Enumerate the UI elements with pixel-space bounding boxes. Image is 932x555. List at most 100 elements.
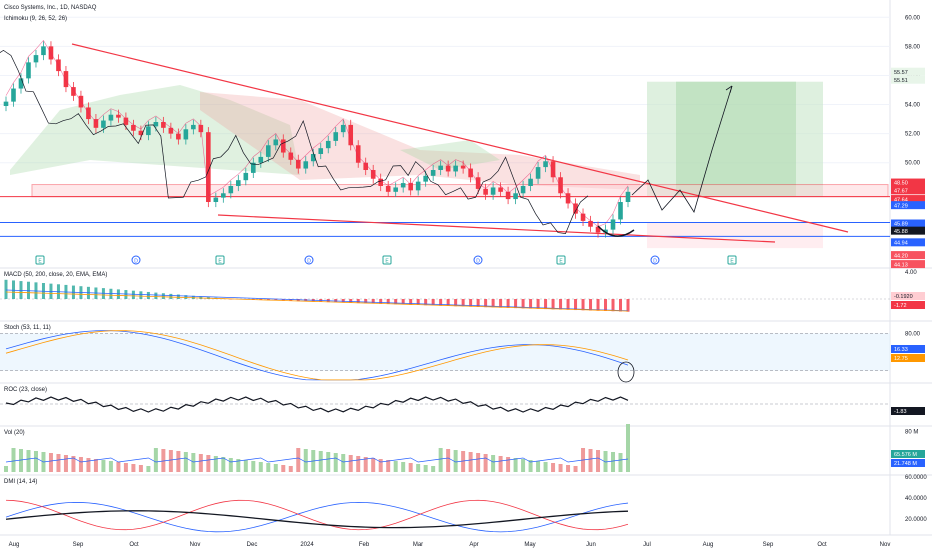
macd-histogram-bar [154, 292, 158, 299]
macd-histogram-bar [139, 291, 143, 299]
lower-trendline [217, 214, 776, 243]
candle-body [191, 124, 196, 130]
dmi-minus-line [5, 499, 629, 531]
volume-bar [56, 454, 61, 472]
volume-bar [468, 452, 473, 472]
x-axis-label: Sep [763, 542, 774, 548]
candle-body [131, 124, 136, 131]
volume-bar [618, 453, 623, 472]
price-tick-label: 54.00 [905, 103, 921, 109]
price-tag-bg [891, 201, 925, 210]
macd-histogram-bar [146, 291, 150, 299]
volume-bar [153, 448, 158, 472]
volume-bar [341, 454, 346, 472]
macd-histogram-bar [431, 299, 435, 306]
candle-body [161, 122, 166, 128]
dividend-marker [473, 255, 483, 265]
macd-tag-text: -0.1920 [894, 294, 913, 300]
candle-body [41, 46, 46, 56]
price-tag-text: 45.89 [894, 222, 908, 228]
price-tag-bg [891, 238, 925, 247]
macd-tag-text: -1.72 [894, 303, 907, 309]
macd-histogram-bar [589, 299, 593, 311]
stop-zone [647, 222, 823, 249]
price-tick-label: 50.00 [905, 161, 921, 167]
volume-bar [296, 448, 301, 472]
price-tag-bg [891, 251, 925, 260]
volume-bar [4, 466, 8, 472]
price-tag-text: 55.57 [894, 70, 908, 76]
macd-histogram-bar [574, 299, 578, 311]
price-tag-text: 48.50 [894, 181, 908, 187]
macd-histogram-bar [169, 293, 173, 299]
macd-label: MACD (50, 200, close, 20, EMA, EMA) [4, 272, 107, 278]
volume-bar [386, 460, 391, 472]
volume-bar [431, 466, 436, 472]
macd-histogram-bar [521, 299, 525, 309]
volume-bar [108, 461, 113, 472]
volume-bar [26, 450, 31, 472]
stoch-tag-text: 12.75 [894, 356, 908, 362]
candle-body [325, 140, 331, 149]
macd-histogram-bar [266, 299, 270, 301]
volume-bar [221, 457, 226, 472]
volume-bar [588, 449, 593, 472]
price-tag-bg [891, 186, 925, 195]
volume-bar [86, 458, 91, 472]
volume-bar [131, 464, 136, 472]
event-marker-label: D [134, 259, 138, 265]
event-marker-label: D [476, 259, 480, 265]
stoch-tag-bg [891, 354, 925, 362]
candle-body [26, 62, 31, 79]
volume-bar [281, 465, 286, 472]
macd-histogram-bar [499, 299, 503, 308]
candle-body [505, 191, 511, 200]
candle-body [236, 180, 241, 186]
volume-bar [408, 463, 413, 472]
macd-histogram-bar [461, 299, 465, 307]
ichimoku-cloud-red [200, 92, 640, 190]
candle-body [138, 130, 144, 136]
roc-tag-bg [891, 407, 925, 415]
volume-ma-line [5, 457, 629, 463]
macd-histogram-bar [566, 299, 570, 310]
roc-line [5, 396, 629, 413]
candle-body [438, 165, 443, 170]
resistance-zone [31, 184, 889, 198]
candle-body [168, 127, 174, 134]
price-tag-text: 44.20 [894, 253, 908, 259]
candle-body [595, 226, 601, 233]
x-axis-label: Oct [129, 542, 139, 548]
price-tag-bg [891, 67, 925, 76]
candle-body [460, 165, 466, 169]
candle-body [490, 187, 496, 195]
x-axis-label: 2024 [300, 542, 314, 548]
macd-tick-label: 4.00 [905, 270, 917, 276]
volume-bar [558, 464, 563, 472]
volume-bar [423, 465, 428, 472]
candle-body [123, 117, 129, 125]
earnings-marker [556, 255, 566, 265]
x-axis-label: Oct [817, 542, 827, 548]
volume-bar [528, 460, 533, 472]
candle-body [385, 186, 391, 192]
candle-body [618, 202, 623, 220]
dmi-plus-line [5, 501, 629, 533]
candle-body [408, 183, 413, 191]
candle-body [11, 88, 16, 102]
event-marker-label: E [385, 259, 389, 265]
volume-bar [483, 454, 488, 472]
volume-bar [213, 456, 218, 472]
candle-body [603, 229, 608, 233]
volume-bar [461, 451, 466, 472]
volume-bar [183, 452, 188, 472]
macd-histogram-bar [394, 299, 398, 305]
macd-histogram-bar [19, 281, 23, 299]
candle-body [468, 168, 473, 178]
macd-histogram-bar [424, 299, 428, 306]
candle-body [18, 78, 24, 89]
volume-bar [93, 459, 98, 472]
price-tag-bg [891, 219, 925, 228]
